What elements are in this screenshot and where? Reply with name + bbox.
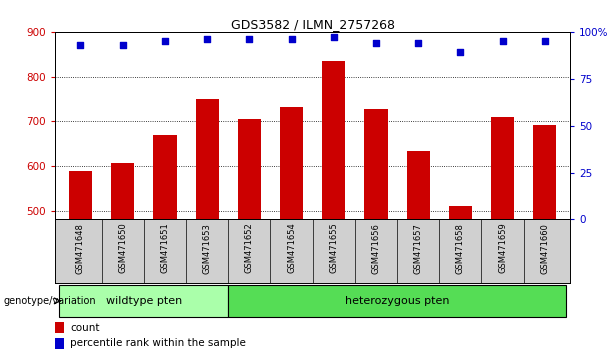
Point	[245, 36, 254, 42]
Point	[371, 40, 381, 46]
Point	[202, 36, 212, 42]
Point	[287, 36, 297, 42]
Bar	[406, 151, 430, 219]
Text: percentile rank within the sample: percentile rank within the sample	[70, 338, 246, 348]
Bar	[196, 99, 219, 219]
Text: GSM471653: GSM471653	[203, 223, 211, 274]
Text: count: count	[70, 322, 100, 332]
Point	[329, 35, 338, 40]
Point	[540, 38, 550, 44]
Text: heterozygous pten: heterozygous pten	[345, 296, 449, 306]
Bar	[364, 109, 387, 219]
Point	[413, 40, 423, 46]
Bar	[59, 285, 228, 317]
Bar	[238, 119, 261, 219]
Bar	[449, 206, 472, 219]
Point	[498, 38, 508, 44]
Text: genotype/variation: genotype/variation	[3, 296, 96, 306]
Bar	[69, 171, 92, 219]
Bar	[491, 117, 514, 219]
Bar	[55, 338, 64, 349]
Text: GSM471654: GSM471654	[287, 223, 296, 273]
Text: GSM471657: GSM471657	[414, 223, 422, 274]
Bar	[322, 61, 345, 219]
Bar	[111, 163, 134, 219]
Bar	[533, 125, 557, 219]
Text: GSM471648: GSM471648	[76, 223, 85, 274]
Text: GSM471650: GSM471650	[118, 223, 128, 273]
Text: GSM471655: GSM471655	[329, 223, 338, 273]
Point	[118, 42, 128, 48]
Text: GSM471660: GSM471660	[540, 223, 549, 274]
Bar	[280, 107, 303, 219]
Point	[455, 50, 465, 55]
Text: GSM471659: GSM471659	[498, 223, 507, 273]
Text: wildtype pten: wildtype pten	[105, 296, 182, 306]
Bar	[228, 285, 566, 317]
Point	[75, 42, 85, 48]
Text: GSM471658: GSM471658	[456, 223, 465, 274]
Bar	[153, 136, 177, 219]
Text: GSM471651: GSM471651	[161, 223, 169, 273]
Text: GSM471656: GSM471656	[371, 223, 381, 274]
Title: GDS3582 / ILMN_2757268: GDS3582 / ILMN_2757268	[230, 18, 395, 31]
Text: GSM471652: GSM471652	[245, 223, 254, 273]
Bar	[55, 322, 64, 333]
Point	[160, 38, 170, 44]
